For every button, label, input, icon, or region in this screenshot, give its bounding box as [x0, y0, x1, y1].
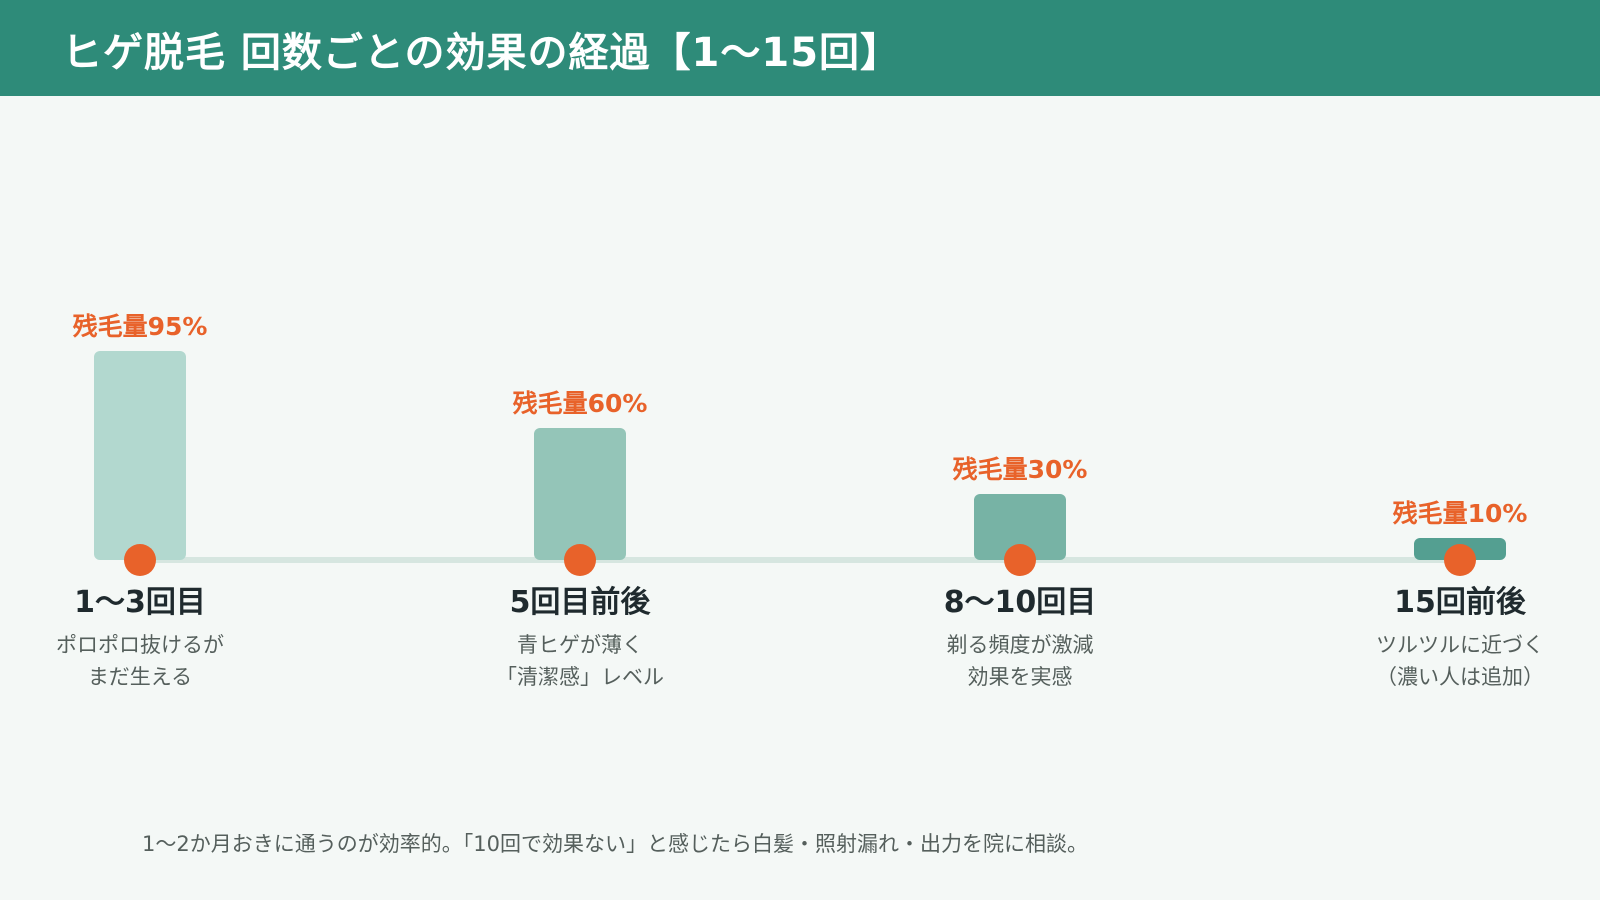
bar-value-label-3: 残毛量30%	[953, 455, 1088, 484]
bar-value-label-4: 残毛量10%	[1393, 499, 1528, 528]
milestone-description-3-line-2: 効果を実感	[968, 665, 1073, 689]
milestone-description-2-line-2: 「清潔感」レベル	[496, 665, 664, 689]
bar-2	[534, 428, 626, 560]
bar-3	[974, 494, 1066, 560]
milestone-description-4-line-1: ツルツルに近づく	[1376, 633, 1544, 657]
bar-value-label-1: 残毛量95%	[73, 312, 208, 341]
milestone-label-1: 1〜3回目	[74, 585, 206, 620]
milestone-description-1-line-1: ポロポロ抜けるが	[56, 633, 224, 657]
milestone-description-3-line-1: 剃る頻度が激減	[947, 633, 1094, 657]
milestone-dot-3	[1004, 544, 1036, 576]
milestone-dot-4	[1444, 544, 1476, 576]
bar-value-label-2: 残毛量60%	[513, 389, 648, 418]
milestone-dot-2	[564, 544, 596, 576]
page-title: ヒゲ脱毛 回数ごとの効果の経過【1〜15回】	[62, 30, 902, 76]
header-bar: ヒゲ脱毛 回数ごとの効果の経過【1〜15回】	[0, 0, 1600, 96]
milestone-label-2: 5回目前後	[510, 585, 652, 620]
milestone-description-2-line-1: 青ヒゲが薄く	[517, 633, 643, 657]
milestone-label-4: 15回前後	[1394, 585, 1527, 620]
milestone-dot-1	[124, 544, 156, 576]
timeline-baseline	[140, 557, 1460, 563]
bar-1	[94, 351, 186, 560]
milestone-description-4-line-2: （濃い人は追加）	[1376, 665, 1544, 689]
milestone-description-1-line-2: まだ生える	[88, 665, 192, 689]
milestone-label-3: 8〜10回目	[944, 585, 1097, 620]
footnote: 1〜2か月おきに通うのが効率的。「10回で効果ない」と感じたら白髪・照射漏れ・出…	[142, 832, 1088, 856]
